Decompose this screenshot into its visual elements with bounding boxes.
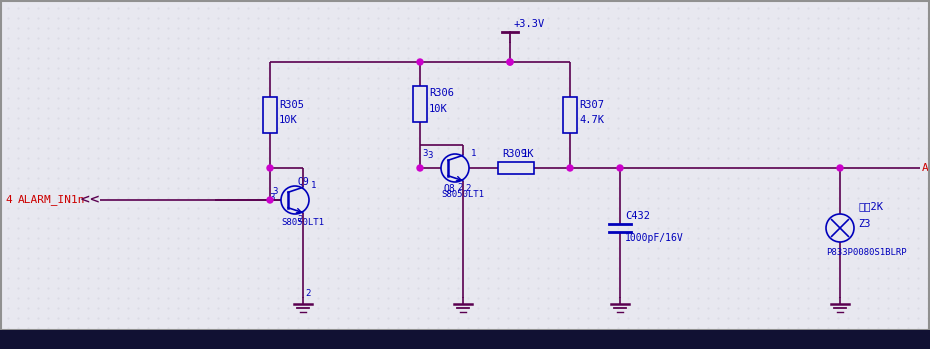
Text: 3: 3 — [270, 193, 275, 202]
Text: <<: << — [79, 193, 100, 207]
Bar — [498, 162, 535, 174]
Text: 4.7K: 4.7K — [579, 115, 604, 125]
Text: 共樗2K: 共樗2K — [858, 201, 883, 211]
Text: 3: 3 — [272, 187, 277, 196]
Text: ALARM_IN1: ALARM_IN1 — [922, 163, 930, 173]
Bar — [263, 97, 277, 133]
Circle shape — [267, 165, 273, 171]
Text: 4: 4 — [5, 195, 12, 205]
Circle shape — [567, 165, 573, 171]
Text: 10K: 10K — [279, 115, 298, 125]
Text: 2: 2 — [457, 184, 462, 193]
Text: 2: 2 — [466, 184, 472, 193]
Text: C432: C432 — [625, 211, 650, 221]
Circle shape — [617, 165, 623, 171]
Text: 10K: 10K — [429, 104, 447, 113]
Circle shape — [507, 59, 513, 65]
Circle shape — [507, 59, 513, 65]
Text: 2: 2 — [297, 215, 302, 224]
Circle shape — [417, 165, 423, 171]
Text: +3.3V: +3.3V — [513, 19, 544, 29]
Text: S8050LT1: S8050LT1 — [281, 218, 324, 227]
Text: 1K: 1K — [522, 149, 534, 159]
Text: 1000pF/16V: 1000pF/16V — [625, 233, 684, 243]
Circle shape — [837, 165, 843, 171]
Bar — [563, 97, 577, 133]
Text: 1: 1 — [311, 181, 316, 191]
Circle shape — [267, 197, 273, 203]
Text: 2: 2 — [306, 289, 311, 297]
Text: R306: R306 — [429, 89, 454, 98]
Text: 1: 1 — [471, 149, 476, 158]
Bar — [413, 86, 427, 121]
Text: 3: 3 — [428, 151, 433, 161]
Text: R305: R305 — [279, 100, 304, 110]
Text: P833P0080S1BLRP: P833P0080S1BLRP — [826, 248, 907, 257]
Text: 3: 3 — [422, 149, 428, 158]
Text: Q8: Q8 — [443, 184, 455, 194]
Text: Q9: Q9 — [297, 177, 309, 187]
Circle shape — [417, 59, 423, 65]
Text: S8050LT1: S8050LT1 — [441, 190, 484, 199]
Text: Z3: Z3 — [858, 219, 870, 229]
Text: ALARM_IN1n: ALARM_IN1n — [18, 194, 86, 206]
Bar — [0, 330, 930, 349]
Circle shape — [826, 214, 854, 242]
Circle shape — [441, 154, 469, 182]
Text: R309: R309 — [502, 149, 527, 159]
Text: R307: R307 — [579, 100, 604, 110]
Circle shape — [281, 186, 309, 214]
